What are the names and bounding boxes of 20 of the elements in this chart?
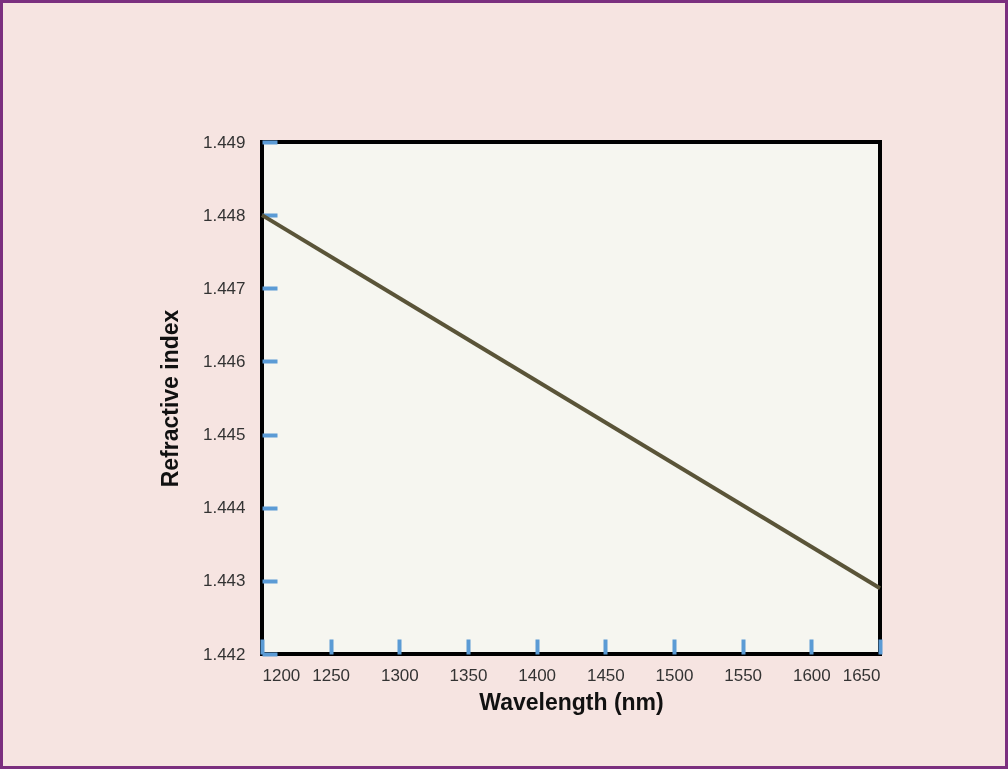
y-tick-label: 1.443 (202, 571, 246, 591)
y-tick-label: 1.444 (202, 498, 246, 518)
x-tick-label: 1250 (312, 665, 351, 685)
y-axis-title: Refractive index (156, 309, 183, 488)
y-tick-label: 1.442 (202, 644, 246, 664)
x-tick-label: 1200 (262, 665, 301, 685)
y-tick-label: 1.449 (202, 132, 246, 152)
x-tick-label: 1500 (655, 665, 694, 685)
x-tick-label: 1450 (586, 665, 625, 685)
x-tick-label: 1300 (380, 665, 419, 685)
x-tick-label: 1600 (792, 665, 831, 685)
y-tick-label: 1.445 (202, 425, 246, 445)
x-tick-label: 1650 (842, 665, 881, 685)
y-tick-label: 1.448 (202, 205, 246, 225)
y-tick-label: 1.447 (202, 278, 246, 298)
y-tick-label: 1.446 (202, 351, 246, 371)
x-tick-label: 1350 (449, 665, 488, 685)
x-axis-title: Wavelength (nm) (479, 688, 664, 715)
x-tick-label: 1400 (518, 665, 557, 685)
x-tick-label: 1550 (724, 665, 763, 685)
